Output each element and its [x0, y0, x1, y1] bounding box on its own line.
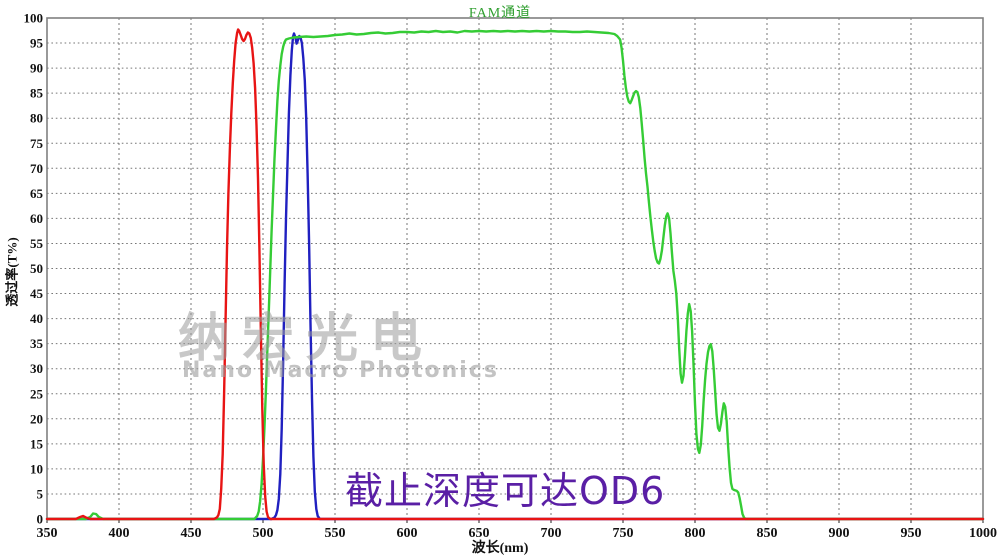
x-tick-label: 550 — [325, 526, 346, 541]
y-tick-label: 70 — [30, 161, 43, 176]
x-tick-label: 700 — [541, 526, 562, 541]
y-tick-label: 40 — [30, 311, 43, 326]
x-tick-label: 500 — [253, 526, 274, 541]
x-tick-label: 350 — [37, 526, 58, 541]
x-tick-label: 900 — [829, 526, 850, 541]
watermark-chinese: 纳宏光电 — [178, 309, 435, 369]
series-blue-bandpass — [45, 32, 985, 521]
y-tick-label: 20 — [30, 411, 43, 426]
y-tick-label: 80 — [30, 111, 43, 126]
y-tick-label: 45 — [30, 286, 44, 301]
x-axis-label: 波长(nm) — [471, 541, 529, 556]
y-tick-label: 10 — [30, 461, 43, 476]
x-tick-label: 800 — [685, 526, 706, 541]
y-tick-label: 60 — [30, 211, 43, 226]
y-tick-label: 0 — [37, 512, 44, 527]
y-tick-label: 35 — [30, 336, 44, 351]
x-tick-label: 950 — [901, 526, 922, 541]
y-tick-label: 100 — [24, 11, 44, 26]
x-tick-label: 850 — [757, 526, 778, 541]
y-tick-label: 95 — [30, 36, 44, 51]
x-tick-label: 600 — [397, 526, 418, 541]
watermark-english: Nano Macro Photonics — [182, 358, 499, 383]
y-tick-label: 5 — [37, 486, 44, 501]
series-green-band — [45, 29, 985, 521]
x-tick-label: 450 — [181, 526, 202, 541]
y-axis-label: 透过率(T%) — [4, 237, 20, 307]
x-tick-label: 1000 — [969, 526, 997, 541]
y-tick-label: 15 — [30, 436, 44, 451]
y-tick-label: 25 — [30, 386, 44, 401]
x-tick-label: 750 — [613, 526, 634, 541]
x-tick-label: 400 — [109, 526, 130, 541]
y-tick-label: 85 — [30, 86, 44, 101]
y-tick-label: 90 — [30, 61, 43, 76]
x-tick-label: 650 — [469, 526, 490, 541]
y-tick-label: 30 — [30, 361, 43, 376]
series-red-bandpass — [45, 28, 985, 521]
y-tick-label: 75 — [30, 136, 44, 151]
od-depth-annotation: 截止深度可达OD6 — [345, 469, 666, 513]
chart-title: FAM通道 — [468, 6, 532, 21]
y-tick-label: 50 — [30, 261, 43, 276]
y-tick-label: 55 — [30, 236, 44, 251]
y-tick-label: 65 — [30, 186, 44, 201]
